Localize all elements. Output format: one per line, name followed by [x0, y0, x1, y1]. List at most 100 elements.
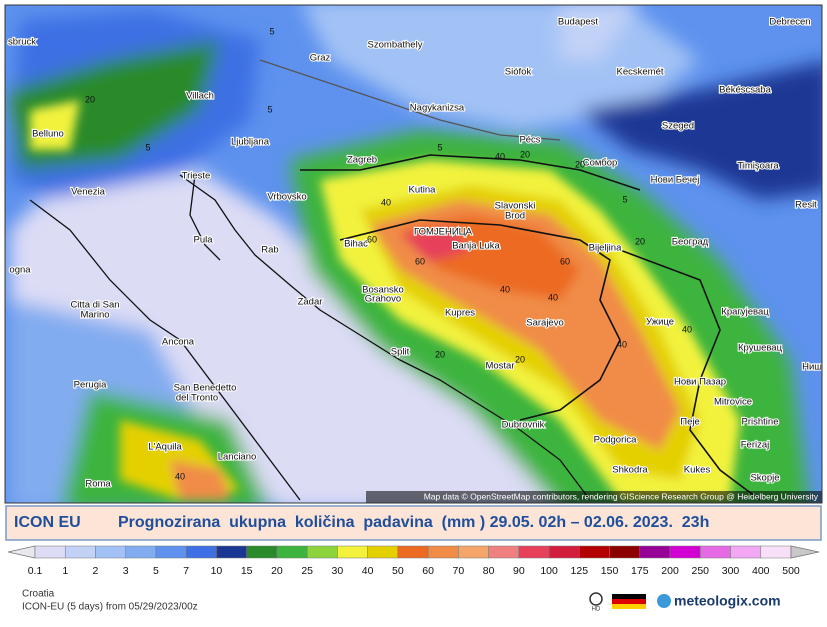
city-label: Szeged — [662, 121, 694, 132]
banner — [5, 505, 822, 541]
city-label: Београд — [672, 237, 709, 248]
banner-title: Prognozirana ukupna količina padavina (m… — [118, 514, 709, 531]
city-label: Ljubljana — [231, 137, 270, 148]
city-label: Vrbovsko — [267, 192, 306, 203]
legend-swatch — [760, 545, 792, 559]
flag-red — [612, 599, 646, 604]
contour-label: 20 — [635, 236, 645, 246]
flag-gold — [612, 604, 646, 609]
contour-label: 20 — [435, 349, 445, 359]
legend-label: 10 — [211, 565, 223, 577]
contour-label: 60 — [560, 256, 570, 266]
city-label: Ниш — [802, 362, 822, 373]
contour-label: 40 — [495, 151, 505, 161]
footer-run: ICON-EU (5 days) from 05/29/2023/00z — [22, 602, 198, 613]
city-label: Mitrovice — [714, 397, 752, 408]
legend-swatch — [427, 545, 459, 559]
contour-label: 5 — [622, 194, 627, 204]
contour-label: 5 — [437, 142, 442, 152]
city-label: sbruck — [8, 37, 36, 48]
legend-swatch — [64, 545, 96, 559]
city-label: Slavonski — [495, 201, 536, 212]
legend-swatch — [246, 545, 278, 559]
legend-swatch — [185, 545, 217, 559]
city-label: Belluno — [32, 129, 64, 140]
legend-label: 80 — [483, 565, 495, 577]
legend-label: 50 — [392, 565, 404, 577]
contour-label: 60 — [367, 234, 377, 244]
city-label: Roma — [85, 479, 111, 490]
contour-labels: 5 5 20 5 5 20 40 20 40 60 60 60 40 40 20 40 20 5 40 20 40 — [85, 26, 692, 481]
city-label: Ferizaj — [741, 440, 770, 451]
city-label: Bihać — [344, 239, 368, 250]
contour-label: 5 — [269, 26, 274, 36]
flag-black — [612, 594, 646, 599]
city-label: Kecskemét — [617, 67, 664, 78]
city-label: Split — [391, 347, 410, 358]
legend-swatch — [579, 545, 610, 559]
contour-label: 40 — [617, 339, 627, 349]
legend-swatch — [609, 545, 641, 559]
legend-label: 15 — [241, 565, 253, 577]
legend-label: 175 — [631, 565, 649, 577]
legend-label: 250 — [692, 565, 710, 577]
contour-label: 5 — [267, 104, 272, 114]
city-label: Debrecen — [769, 17, 810, 28]
map-attribution: Map data © OpenStreetMap contributors, r… — [424, 491, 819, 501]
city-label: Venezia — [71, 187, 106, 198]
legend-swatch — [730, 545, 762, 559]
city-label: Нови Бечеј — [651, 175, 700, 186]
city-label: Sarajevo — [526, 318, 564, 329]
city-label: Siófok — [505, 67, 532, 78]
city-label: Lanciano — [218, 452, 257, 463]
legend-swatch — [488, 545, 520, 559]
contour-label: 40 — [175, 471, 185, 481]
city-label: Пеје — [680, 417, 700, 428]
city-label: Нови Пазар — [674, 377, 726, 388]
hd-icon — [589, 592, 603, 606]
contour-label: 20 — [520, 149, 530, 159]
city-label: Nagykanizsa — [410, 103, 465, 114]
legend-label: 60 — [422, 565, 434, 577]
legend-swatch — [548, 545, 580, 559]
city-label: Крушевац — [738, 343, 783, 354]
city-label: Mostar — [485, 361, 514, 372]
city-label: Resit — [795, 200, 817, 211]
legend-swatch — [700, 545, 731, 559]
city-labels: Budapest Debrecen sbruck Szombathely Graz Sió… — [7, 15, 822, 490]
contour-label: 40 — [682, 324, 692, 334]
banner-model: ICON EU — [14, 514, 81, 531]
legend-label: 20 — [271, 565, 283, 577]
city-label: Rab — [261, 245, 278, 256]
legend-swatch — [155, 545, 187, 559]
city-label: Brod — [505, 211, 525, 222]
city-label: Сомбор — [583, 158, 618, 169]
city-label: Graz — [310, 53, 331, 64]
legend-label: 2 — [93, 565, 99, 577]
legend-swatch — [337, 545, 368, 559]
city-label: Zadar — [298, 297, 323, 308]
city-label: Ancona — [162, 337, 195, 348]
footer-region: Croatia — [22, 589, 55, 600]
city-label: Villach — [186, 91, 214, 102]
legend-label: 200 — [661, 565, 679, 577]
legend-label: 100 — [540, 565, 558, 577]
legend-swatch — [639, 545, 671, 559]
legend-swatch — [367, 545, 399, 559]
city-label: Pula — [193, 235, 213, 246]
legend-arrow-left — [7, 545, 36, 559]
legend-label: 125 — [571, 565, 589, 577]
contour-label: 40 — [548, 292, 558, 302]
city-label: L'Aquila — [148, 442, 182, 453]
city-label: Trieste — [182, 171, 211, 182]
map-frame — [4, 4, 823, 504]
brand: meteologix.com — [674, 593, 781, 609]
legend-label: 25 — [301, 565, 313, 577]
city-label: Kutina — [409, 185, 437, 196]
city-label: Dubrovnik — [502, 420, 545, 431]
legend-label: 5 — [153, 565, 159, 577]
legend-swatch — [306, 545, 338, 559]
contour-label: 5 — [145, 142, 150, 152]
legend-label: 90 — [513, 565, 525, 577]
